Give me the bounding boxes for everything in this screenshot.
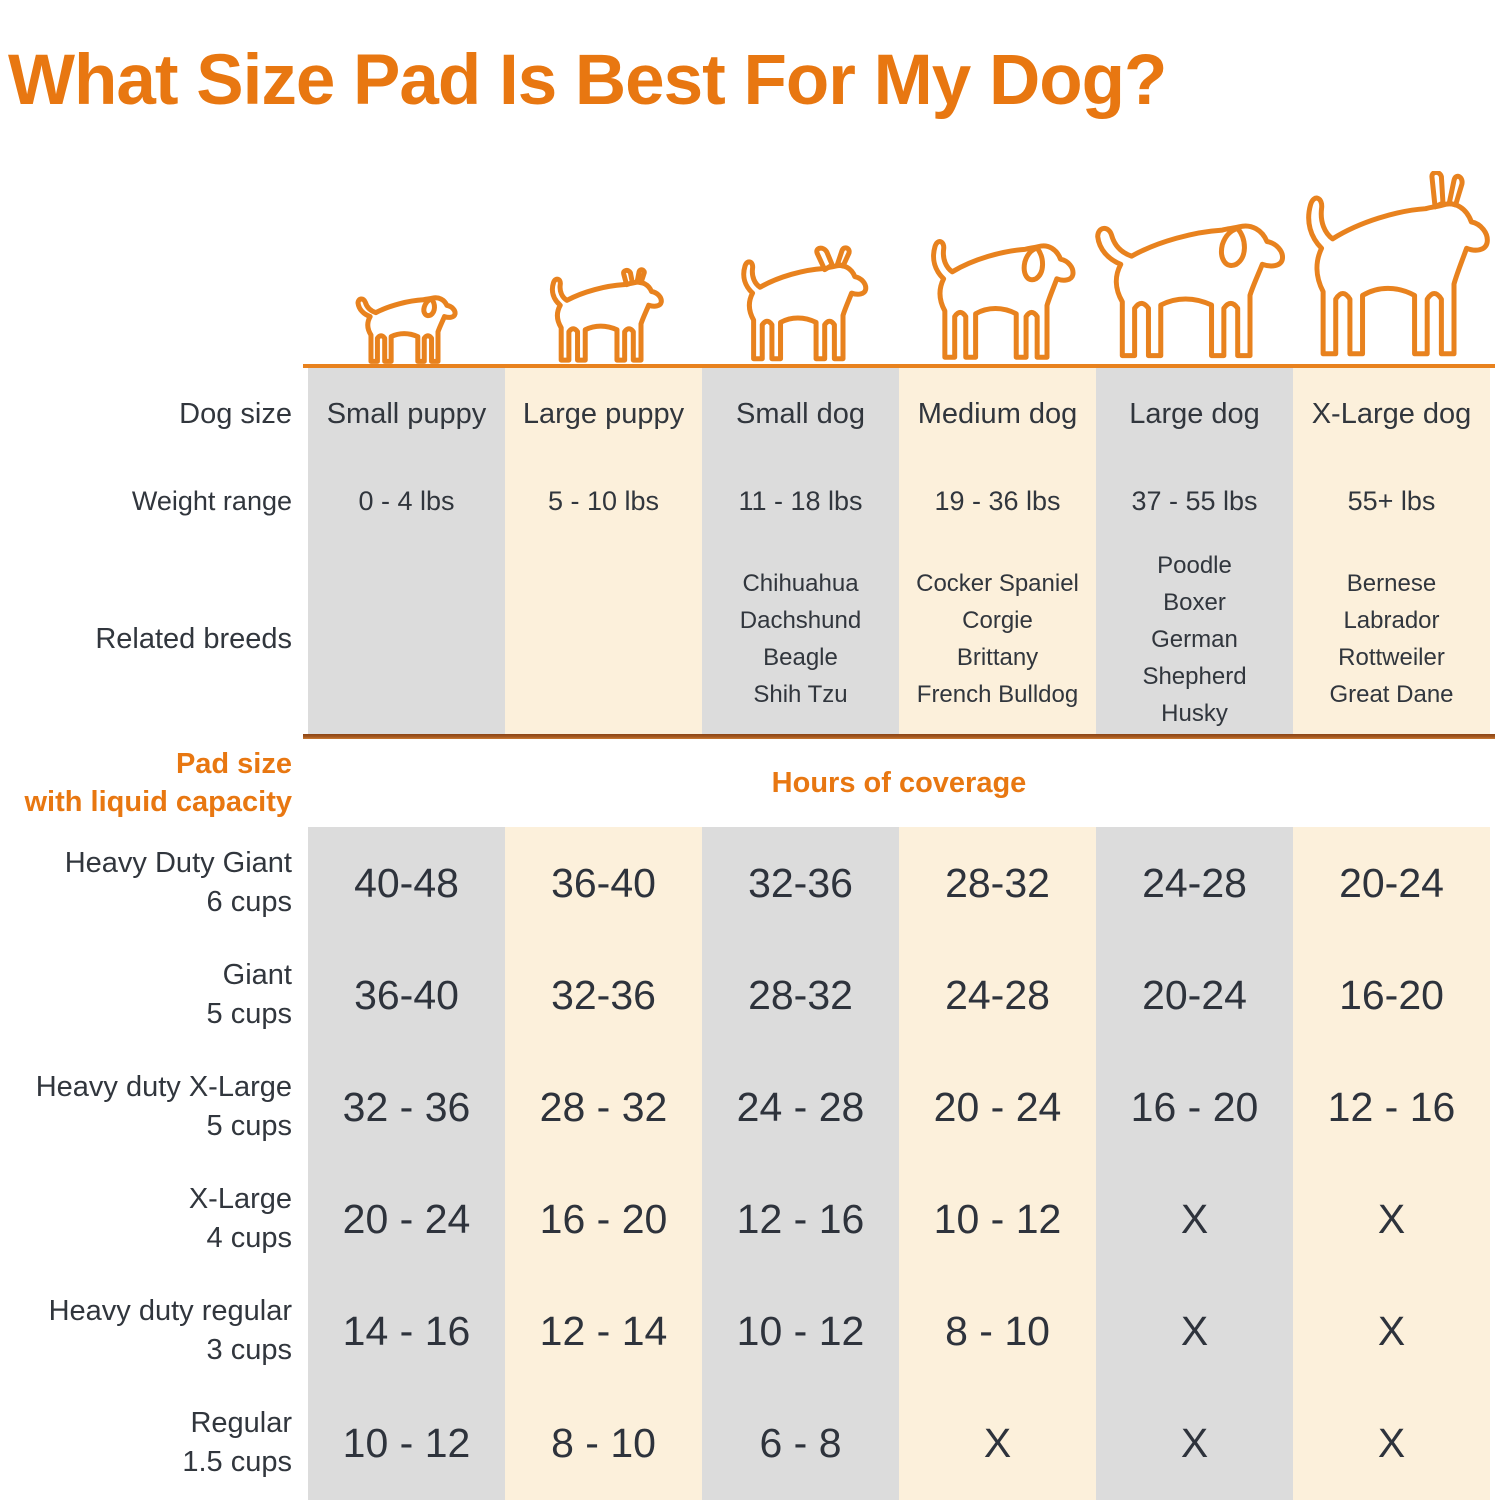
pad-section-header: Pad size with liquid capacity Hours of c… bbox=[0, 739, 1499, 827]
hours-cell: 20 - 24 bbox=[933, 1083, 1062, 1130]
hours-of-coverage-header: Hours of coverage bbox=[771, 766, 1027, 799]
column-bg-medium-dog-lower bbox=[899, 827, 1096, 1500]
column-bg-small-dog-upper bbox=[702, 368, 899, 734]
hours-cell: 12 - 14 bbox=[539, 1307, 668, 1354]
hours-cell: 24-28 bbox=[1142, 859, 1247, 906]
small-dog-icon bbox=[731, 245, 871, 367]
hours-cell: 24 - 28 bbox=[736, 1083, 865, 1130]
hours-cell: 40-48 bbox=[354, 859, 459, 906]
dog-size-medium-dog: Medium dog bbox=[917, 397, 1078, 430]
breeds-x-large-dog: Bernese Labrador Rottweiler Great Dane bbox=[1329, 570, 1454, 708]
hours-cell: 32 - 36 bbox=[342, 1083, 471, 1130]
column-bg-small-puppy-lower bbox=[308, 827, 505, 1500]
dog-size-large-puppy: Large puppy bbox=[522, 397, 685, 430]
column-bg-large-dog-upper bbox=[1096, 368, 1293, 734]
hours-cell: 14 - 16 bbox=[342, 1307, 471, 1354]
column-bg-x-large-dog-upper bbox=[1293, 368, 1490, 734]
x-large-dog-icon bbox=[1290, 171, 1495, 367]
column-bg-medium-dog-upper bbox=[899, 368, 1096, 734]
hours-cell: X bbox=[1180, 1419, 1209, 1466]
column-bg-large-puppy-upper bbox=[505, 368, 702, 734]
column-bg-small-dog-lower bbox=[702, 827, 899, 1500]
dog-size-large-dog: Large dog bbox=[1129, 397, 1260, 430]
dog-size-x-large-dog: X-Large dog bbox=[1311, 397, 1472, 430]
dog-size-row-header: Dog size bbox=[179, 397, 292, 430]
column-bg-large-dog-lower bbox=[1096, 827, 1293, 1500]
hours-cell: 8 - 10 bbox=[945, 1307, 1050, 1354]
pad-size-label: Pad size with liquid capacity bbox=[24, 748, 293, 818]
pad-row-heavy-duty-giant: Heavy Duty Giant 6 cups 40-48 36-40 32-3… bbox=[0, 827, 1499, 939]
related-breeds-row-header: Related breeds bbox=[95, 623, 292, 655]
hours-cell: 16 - 20 bbox=[1130, 1083, 1259, 1130]
dog-size-row: Dog size Small puppy Large puppy Small d… bbox=[0, 378, 1499, 450]
column-bg-x-large-dog-lower bbox=[1293, 827, 1490, 1500]
hours-cell: 36-40 bbox=[551, 859, 656, 906]
pad-row-x-large: X-Large 4 cups 20 - 24 16 - 20 12 - 16 1… bbox=[0, 1163, 1499, 1275]
hours-cell: 20-24 bbox=[1339, 859, 1444, 906]
hours-cell: X bbox=[1377, 1307, 1406, 1354]
pad-row-giant: Giant 5 cups 36-40 32-36 28-32 24-28 20-… bbox=[0, 939, 1499, 1051]
section-divider-line bbox=[303, 734, 1495, 739]
hours-cell: X bbox=[1180, 1307, 1209, 1354]
hours-cell: 28-32 bbox=[748, 971, 853, 1018]
medium-dog-icon bbox=[919, 227, 1079, 367]
weight-range-row: Weight range 0 - 4 lbs 5 - 10 lbs 11 - 1… bbox=[0, 466, 1499, 536]
pad-row-label: X-Large 4 cups bbox=[188, 1183, 292, 1254]
pad-row-heavy-duty-x-large: Heavy duty X-Large 5 cups 32 - 36 28 - 3… bbox=[0, 1051, 1499, 1163]
weight-large-dog: 37 - 55 lbs bbox=[1131, 485, 1258, 516]
hours-cell: X bbox=[1377, 1195, 1406, 1242]
hours-cell: X bbox=[1180, 1195, 1209, 1242]
pad-row-label: Heavy duty X-Large 5 cups bbox=[35, 1071, 292, 1142]
hours-cell: 32-36 bbox=[748, 859, 853, 906]
hours-cell: 12 - 16 bbox=[1327, 1083, 1456, 1130]
hours-cell: 28-32 bbox=[945, 859, 1050, 906]
hours-cell: 28 - 32 bbox=[539, 1083, 668, 1130]
dog-size-small-dog: Small dog bbox=[736, 397, 865, 430]
related-breeds-row: Related breeds Chihuahua Dachshund Beagl… bbox=[0, 545, 1499, 733]
page-title: What Size Pad Is Best For My Dog? bbox=[8, 40, 1167, 120]
weight-small-puppy: 0 - 4 lbs bbox=[358, 485, 455, 516]
pad-row-regular: Regular 1.5 cups 10 - 12 8 - 10 6 - 8 X … bbox=[0, 1387, 1499, 1499]
small-puppy-icon bbox=[354, 287, 459, 367]
column-bg-small-puppy-upper bbox=[308, 368, 505, 734]
hours-cell: 6 - 8 bbox=[759, 1419, 842, 1466]
hours-cell: X bbox=[983, 1419, 1012, 1466]
dog-size-small-puppy: Small puppy bbox=[326, 397, 487, 430]
column-bg-large-puppy-lower bbox=[505, 827, 702, 1500]
ground-line bbox=[303, 364, 1495, 368]
hours-cell: 20 - 24 bbox=[342, 1195, 471, 1242]
hours-cell: 16 - 20 bbox=[539, 1195, 668, 1242]
hours-cell: 10 - 12 bbox=[736, 1307, 865, 1354]
pad-row-heavy-duty-regular: Heavy duty regular 3 cups 14 - 16 12 - 1… bbox=[0, 1275, 1499, 1387]
hours-cell: 12 - 16 bbox=[736, 1195, 865, 1242]
large-puppy-icon bbox=[541, 267, 666, 367]
pad-row-label: Heavy duty regular 3 cups bbox=[48, 1295, 292, 1366]
hours-cell: 36-40 bbox=[354, 971, 459, 1018]
hours-cell: 10 - 12 bbox=[933, 1195, 1062, 1242]
hours-cell: 10 - 12 bbox=[342, 1419, 471, 1466]
weight-range-row-header: Weight range bbox=[131, 485, 292, 516]
weight-x-large-dog: 55+ lbs bbox=[1347, 485, 1436, 516]
pad-row-label: Regular 1.5 cups bbox=[182, 1407, 292, 1478]
weight-medium-dog: 19 - 36 lbs bbox=[934, 485, 1061, 516]
pad-row-label: Heavy Duty Giant 6 cups bbox=[64, 847, 292, 918]
pad-row-label: Giant 5 cups bbox=[206, 959, 292, 1030]
breeds-medium-dog: Cocker Spaniel Corgie Brittany French Bu… bbox=[916, 570, 1079, 708]
hours-cell: 16-20 bbox=[1339, 971, 1444, 1018]
hours-cell: 20-24 bbox=[1142, 971, 1247, 1018]
hours-cell: 32-36 bbox=[551, 971, 656, 1018]
breeds-small-dog: Chihuahua Dachshund Beagle Shih Tzu bbox=[739, 570, 862, 708]
hours-cell: 24-28 bbox=[945, 971, 1050, 1018]
hours-cell: 8 - 10 bbox=[551, 1419, 656, 1466]
weight-small-dog: 11 - 18 lbs bbox=[738, 485, 863, 516]
large-dog-icon bbox=[1090, 204, 1290, 367]
breeds-large-dog: Poodle Boxer German Shepherd Husky bbox=[1142, 551, 1247, 727]
weight-large-puppy: 5 - 10 lbs bbox=[547, 485, 660, 516]
hours-cell: X bbox=[1377, 1419, 1406, 1466]
